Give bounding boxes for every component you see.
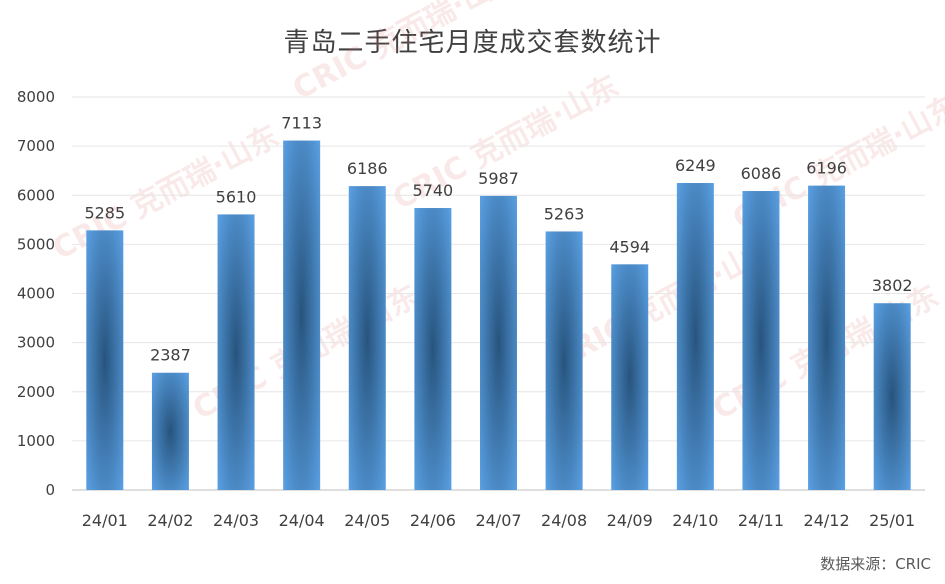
x-tick-label: 24/10 (672, 511, 718, 530)
x-axis: 24/01 24/02 24/03 24/04 24/05 24/06 24/07 24/08… (82, 511, 915, 530)
bar (611, 264, 649, 490)
x-tick-label: 25/01 (869, 511, 915, 530)
data-label: 5285 (84, 203, 125, 222)
x-tick-label: 24/09 (607, 511, 653, 530)
data-label: 2387 (150, 346, 191, 365)
bar (283, 140, 321, 491)
data-labels: 5285 2387 5610 7113 6186 5740 5987 5263 4594 6249… (84, 114, 912, 365)
bar (151, 372, 189, 490)
data-label: 6249 (675, 156, 716, 175)
bar (545, 231, 583, 490)
x-tick-label: 24/11 (738, 511, 784, 530)
x-tick-label: 24/12 (804, 511, 850, 530)
y-tick-label: 2000 (17, 383, 55, 401)
y-tick-label: 5000 (17, 235, 55, 253)
x-tick-label: 24/02 (147, 511, 193, 530)
data-label: 6086 (741, 164, 782, 183)
chart-title: 青岛二手住宅月度成交套数统计 (283, 28, 662, 58)
x-tick-label: 24/08 (541, 511, 587, 530)
y-tick-label: 8000 (17, 88, 55, 106)
bar (676, 183, 714, 490)
data-label: 5263 (544, 204, 585, 223)
bar (808, 185, 846, 490)
watermark: CRIC 克而瑞·山东 (287, 0, 524, 107)
source-note: 数据来源：CRIC (820, 555, 931, 573)
data-label: 6186 (347, 159, 388, 178)
bar (348, 186, 386, 491)
data-label: 5610 (216, 187, 257, 206)
y-tick-label: 7000 (17, 137, 55, 155)
bar (742, 191, 780, 490)
bar (873, 303, 911, 490)
y-tick-label: 1000 (17, 432, 55, 450)
x-tick-label: 24/01 (82, 511, 128, 530)
x-tick-label: 24/07 (475, 511, 521, 530)
y-axis: 0 1000 2000 3000 4000 5000 6000 7000 8000 (17, 88, 55, 499)
x-tick-label: 24/03 (213, 511, 259, 530)
x-tick-label: 24/04 (279, 511, 325, 530)
bar (86, 230, 124, 490)
y-tick-label: 0 (45, 481, 55, 499)
y-tick-label: 3000 (17, 334, 55, 352)
data-label: 5740 (413, 181, 454, 200)
y-tick-label: 4000 (17, 285, 55, 303)
bars (86, 140, 911, 491)
bar (414, 208, 452, 490)
bar (217, 214, 255, 490)
data-label: 6196 (806, 159, 847, 178)
x-tick-label: 24/05 (344, 511, 390, 530)
x-tick-label: 24/06 (410, 511, 456, 530)
data-label: 3802 (872, 276, 913, 295)
bar (480, 195, 517, 491)
data-label: 4594 (609, 237, 650, 256)
data-label: 5987 (478, 169, 519, 188)
data-label: 7113 (281, 114, 322, 133)
y-tick-label: 6000 (17, 186, 55, 204)
